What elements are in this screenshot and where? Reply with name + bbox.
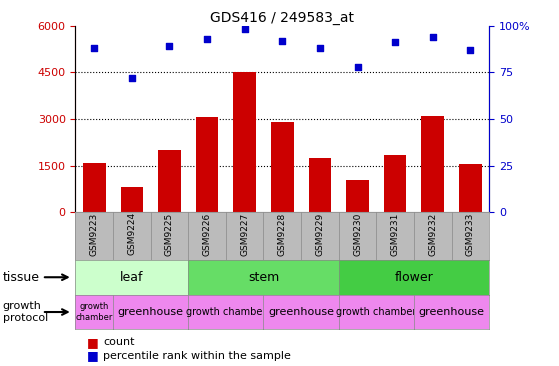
Point [165,43,174,49]
Text: GSM9230: GSM9230 [353,212,362,256]
Text: GSM9225: GSM9225 [165,212,174,255]
Text: percentile rank within the sample: percentile rank within the sample [103,351,291,361]
Text: leaf: leaf [120,271,144,284]
Text: growth chamber: growth chamber [336,307,416,317]
Bar [83,163,106,212]
Bar [121,187,143,212]
Text: count: count [103,337,135,347]
Text: ■: ■ [87,336,98,349]
Text: GSM9224: GSM9224 [127,212,136,255]
Point [127,75,136,81]
Text: greenhouse: greenhouse [268,307,334,317]
Text: growth
protocol: growth protocol [3,301,48,323]
Text: GSM9223: GSM9223 [90,212,99,255]
Point [202,36,211,42]
Text: GSM9232: GSM9232 [428,212,437,255]
Text: stem: stem [248,271,279,284]
Point [90,45,99,51]
Bar [271,122,293,212]
Text: GSM9233: GSM9233 [466,212,475,256]
Point [278,38,287,44]
Text: ■: ■ [87,349,98,362]
Text: flower: flower [395,271,433,284]
Bar [421,116,444,212]
Text: GSM9228: GSM9228 [278,212,287,255]
Bar [459,164,482,212]
Bar [234,72,256,212]
Bar [309,158,331,212]
Point [391,40,400,45]
Text: GSM9227: GSM9227 [240,212,249,255]
Point [315,45,324,51]
Text: tissue: tissue [3,271,40,284]
Text: growth chamber: growth chamber [186,307,266,317]
Point [466,47,475,53]
Text: greenhouse: greenhouse [419,307,485,317]
Title: GDS416 / 249583_at: GDS416 / 249583_at [210,11,354,25]
Point [428,34,437,40]
Bar [158,150,181,212]
Bar [384,155,406,212]
Text: GSM9229: GSM9229 [315,212,324,255]
Bar [346,180,369,212]
Point [240,26,249,32]
Bar [196,117,219,212]
Point [353,64,362,70]
Text: greenhouse: greenhouse [118,307,184,317]
Text: growth
chamber: growth chamber [75,302,113,322]
Text: GSM9226: GSM9226 [202,212,212,255]
Text: GSM9231: GSM9231 [391,212,400,256]
